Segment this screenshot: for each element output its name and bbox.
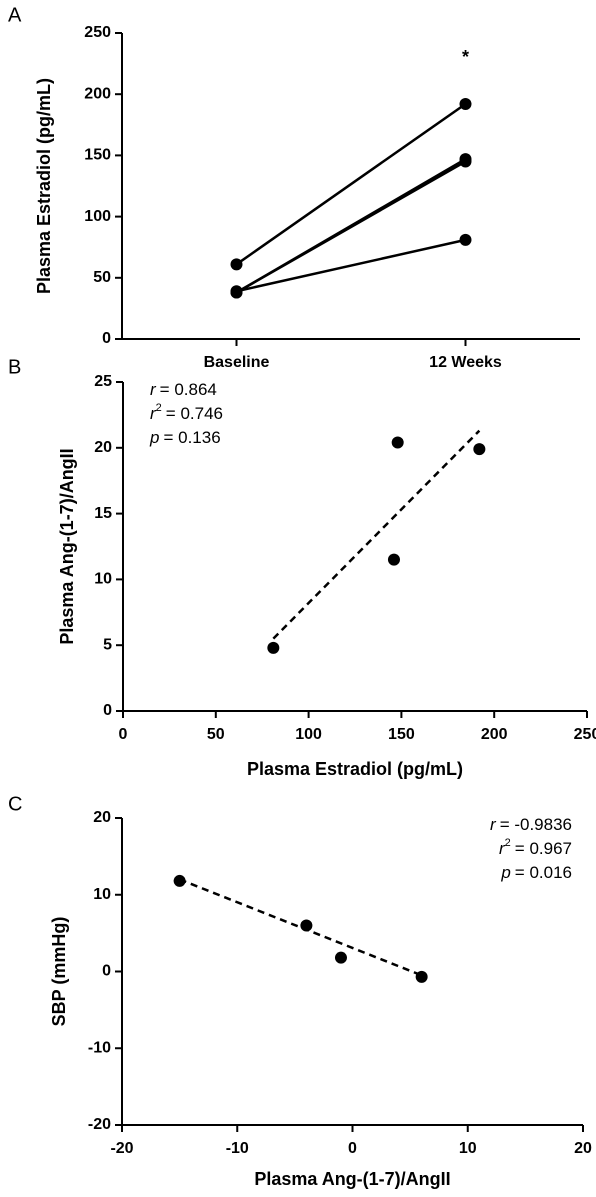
y-tick-label: 0 [102,963,111,980]
y-tick-label: 200 [84,85,111,102]
point [391,436,404,449]
stat-annotation: r = -0.9836 [490,815,572,834]
fit-line [272,429,481,640]
x-tick-label: 200 [481,726,508,743]
stat-value: = 0.864 [160,380,217,399]
stat-value: = 0.136 [163,428,220,447]
y-tick-label: -10 [88,1039,111,1056]
point [230,258,243,271]
panel-label: C [8,793,22,815]
series-line [236,238,466,293]
point [300,919,313,932]
y-tick-label: 15 [94,505,112,522]
y-tick-label: 25 [94,373,112,390]
point [230,285,243,298]
point [173,874,186,887]
x-tick-label: 250 [574,726,596,743]
x-tick-label: 100 [295,726,322,743]
y-axis-title: Plasma Estradiol (pg/mL) [34,78,54,294]
series-line [235,102,467,266]
point [267,641,280,654]
stat-value: = 0.746 [166,404,223,423]
fit-line [179,878,423,977]
x-tick-label: 150 [388,726,415,743]
y-tick-label: 20 [94,439,112,456]
y-tick-label: 5 [103,636,112,653]
y-tick-label: 150 [84,147,111,164]
y-tick-label: 50 [93,269,111,286]
y-tick-label: 20 [93,809,111,826]
y-tick-label: 0 [103,702,112,719]
stat-annotation: r2 = 0.746 [150,402,223,424]
stat-value: = -0.9836 [500,815,572,834]
x-tick-label: -10 [226,1140,249,1157]
point [415,970,428,983]
significance: * [462,47,469,67]
stat-annotation: r2 = 0.967 [499,837,572,859]
stat-symbol: r [150,380,157,399]
stat-symbol: p [149,428,159,447]
panel-label: A [8,4,22,26]
stat-exponent: 2 [156,402,162,414]
panel-label: B [8,356,21,378]
stat-symbol: p [500,863,510,882]
point [334,951,347,964]
stat-symbol: r [499,839,506,858]
y-tick-label: 10 [94,571,112,588]
x-tick-label: 12 Weeks [429,354,502,371]
x-axis-title: Plasma Ang-(1-7)/AngII [254,1169,450,1189]
stat-symbol: r [150,404,157,423]
x-tick-label: -20 [110,1140,133,1157]
x-tick-label: 50 [207,726,225,743]
y-tick-label: 10 [93,886,111,903]
y-axis-title: SBP (mmHg) [49,917,69,1027]
x-tick-label: 20 [574,1140,592,1157]
y-axis-title: Plasma Ang-(1-7)/AngII [57,448,77,644]
x-tick-label: 10 [459,1140,477,1157]
x-tick-label: 0 [348,1140,357,1157]
y-tick-label: 100 [84,208,111,225]
point [387,553,400,566]
x-tick-label: 0 [119,726,128,743]
stat-value: = 0.967 [515,839,572,858]
y-tick-label: 0 [102,330,111,347]
series-line [235,160,467,294]
stat-annotation: p = 0.136 [149,428,221,447]
stat-symbol: r [490,815,497,834]
point [459,97,472,110]
stat-value: = 0.016 [515,863,572,882]
stat-annotation: p = 0.016 [500,863,572,882]
stat-annotation: r = 0.864 [150,380,217,399]
point [459,155,472,168]
point [459,233,472,246]
x-axis-title: Plasma Estradiol (pg/mL) [247,759,463,779]
y-tick-label: 250 [84,24,111,41]
stat-exponent: 2 [505,837,511,849]
y-tick-label: -20 [88,1116,111,1133]
point [473,443,486,456]
x-tick-label: Baseline [204,354,270,371]
